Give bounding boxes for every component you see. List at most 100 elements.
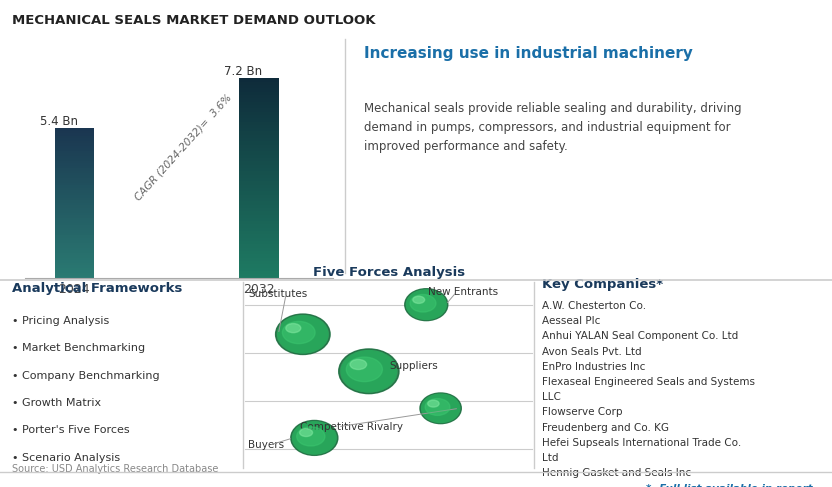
Text: 7.2 Bn: 7.2 Bn (225, 65, 263, 78)
Bar (240, 78, 279, 82)
Bar (240, 125, 279, 128)
Text: Freudenberg and Co. KG: Freudenberg and Co. KG (542, 423, 670, 432)
Bar (55, 258, 94, 260)
Text: • Porter's Five Forces: • Porter's Five Forces (12, 425, 130, 435)
Bar (240, 135, 279, 138)
Bar (240, 191, 279, 195)
Bar (240, 108, 279, 112)
Bar (240, 248, 279, 251)
Ellipse shape (420, 393, 461, 424)
Bar (240, 181, 279, 185)
Bar (240, 241, 279, 244)
Bar (55, 270, 94, 273)
Bar (240, 264, 279, 268)
Bar (55, 275, 94, 278)
Bar (55, 133, 94, 136)
Bar (240, 141, 279, 145)
Ellipse shape (293, 422, 336, 454)
Bar (240, 214, 279, 218)
Text: A.W. Chesterton Co.: A.W. Chesterton Co. (542, 301, 646, 311)
Text: • Company Benchmarking: • Company Benchmarking (12, 371, 160, 380)
Bar (240, 138, 279, 141)
Bar (55, 148, 94, 150)
Bar (55, 136, 94, 138)
Bar (55, 183, 94, 186)
Bar (240, 274, 279, 278)
Bar (240, 145, 279, 148)
Bar (55, 163, 94, 166)
Bar (55, 228, 94, 230)
Ellipse shape (275, 314, 330, 355)
Text: Hefei Supseals International Trade Co.: Hefei Supseals International Trade Co. (542, 438, 741, 448)
Bar (55, 153, 94, 155)
Bar (55, 200, 94, 203)
Text: Competitive Rivalry: Competitive Rivalry (300, 422, 404, 432)
Bar (55, 225, 94, 228)
Bar (55, 138, 94, 141)
Bar (55, 155, 94, 158)
Bar (240, 155, 279, 158)
Text: • Market Benchmarking: • Market Benchmarking (12, 343, 146, 353)
Bar (240, 251, 279, 254)
Bar (55, 203, 94, 206)
Bar (55, 268, 94, 270)
Bar (55, 260, 94, 262)
Bar (240, 151, 279, 155)
Text: MECHANICAL SEALS MARKET DEMAND OUTLOOK: MECHANICAL SEALS MARKET DEMAND OUTLOOK (12, 14, 376, 27)
Bar (240, 98, 279, 102)
Bar (240, 268, 279, 271)
Bar (240, 92, 279, 95)
Ellipse shape (286, 323, 301, 333)
Text: New Entrants: New Entrants (428, 287, 498, 297)
Bar (240, 175, 279, 178)
Bar (240, 244, 279, 248)
Text: 5.4 Bn: 5.4 Bn (40, 115, 77, 128)
Ellipse shape (404, 289, 448, 320)
Bar (55, 253, 94, 255)
Bar (240, 168, 279, 171)
Bar (240, 165, 279, 168)
Bar (55, 141, 94, 143)
Bar (55, 210, 94, 213)
Ellipse shape (291, 420, 338, 455)
Bar (55, 143, 94, 146)
Bar (55, 230, 94, 233)
Bar (55, 235, 94, 238)
Bar (55, 190, 94, 193)
Bar (55, 188, 94, 190)
Bar (55, 128, 94, 131)
Bar (55, 220, 94, 223)
Text: Suppliers: Suppliers (389, 361, 438, 371)
Bar (240, 198, 279, 201)
Bar (55, 193, 94, 195)
Ellipse shape (339, 349, 399, 393)
Bar (55, 175, 94, 178)
Bar (55, 213, 94, 215)
Bar (240, 271, 279, 274)
Bar (55, 250, 94, 253)
Text: *- Full list available in report: *- Full list available in report (646, 484, 812, 487)
Ellipse shape (428, 400, 439, 407)
Ellipse shape (297, 427, 325, 446)
Ellipse shape (278, 316, 328, 353)
Bar (55, 215, 94, 218)
Text: Flexaseal Engineered Seals and Systems: Flexaseal Engineered Seals and Systems (542, 377, 755, 387)
Bar (55, 255, 94, 258)
Bar (240, 211, 279, 214)
Bar (240, 185, 279, 188)
Bar (55, 195, 94, 198)
Bar (55, 240, 94, 243)
Bar (55, 168, 94, 170)
Text: CAGR (2024-2032)=  3.6%: CAGR (2024-2032)= 3.6% (133, 92, 234, 202)
Bar (240, 234, 279, 238)
Text: Analytical Frameworks: Analytical Frameworks (12, 282, 183, 296)
Ellipse shape (300, 429, 313, 436)
Bar (55, 131, 94, 133)
Text: • Growth Matrix: • Growth Matrix (12, 398, 102, 408)
Bar (240, 261, 279, 264)
Bar (55, 181, 94, 183)
Bar (240, 85, 279, 88)
Bar (240, 161, 279, 165)
Bar (55, 238, 94, 240)
Bar (55, 265, 94, 268)
